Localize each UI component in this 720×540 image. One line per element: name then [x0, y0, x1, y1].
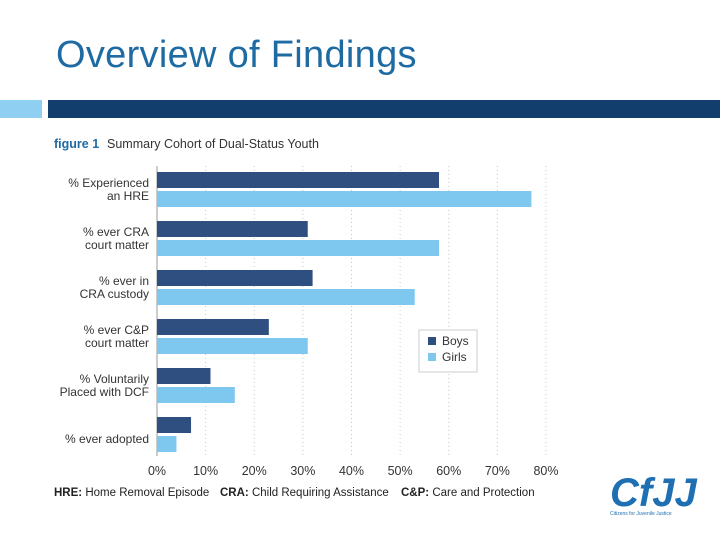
- legend-swatch-boys: [428, 337, 436, 345]
- figure-label: figure 1: [54, 137, 99, 151]
- category-label: court matter: [85, 238, 149, 252]
- footnote: CRA: Child Requiring Assistance: [220, 487, 389, 499]
- footnote: HRE: Home Removal Episode: [54, 487, 209, 499]
- accent-bar-light: [0, 100, 42, 118]
- category-label: court matter: [85, 336, 149, 350]
- x-tick-label: 80%: [533, 464, 558, 478]
- category-label: % Experienced: [68, 176, 149, 190]
- category-label: % ever CRA: [83, 225, 149, 239]
- x-tick-label: 50%: [388, 464, 413, 478]
- x-tick-label: 20%: [242, 464, 267, 478]
- bar-girls-1: [157, 240, 440, 256]
- cfjj-logo: CfJJ: [610, 471, 697, 515]
- legend-label-boys: Boys: [442, 334, 469, 348]
- x-tick-label: 10%: [193, 464, 218, 478]
- x-tick-label: 30%: [290, 464, 315, 478]
- legend-swatch-girls: [428, 353, 436, 361]
- x-tick-label: 60%: [436, 464, 461, 478]
- bar-girls-3: [157, 338, 308, 354]
- bar-girls-0: [157, 191, 532, 207]
- category-label: Placed with DCF: [60, 385, 149, 399]
- category-label: % ever C&P: [84, 323, 149, 337]
- x-tick-label: 70%: [485, 464, 510, 478]
- x-tick-label: 0%: [148, 464, 166, 478]
- page-title: Overview of Findings: [56, 34, 417, 76]
- accent-bar-dark: [48, 100, 720, 118]
- bar-boys-4: [157, 368, 211, 384]
- legend-label-girls: Girls: [442, 350, 467, 364]
- bar-girls-4: [157, 387, 235, 403]
- bar-girls-2: [157, 289, 415, 305]
- x-tick-label: 40%: [339, 464, 364, 478]
- chart-title: Summary Cohort of Dual-Status Youth: [107, 137, 319, 151]
- category-label: an HRE: [107, 189, 149, 203]
- category-label: % Voluntarily: [80, 372, 149, 386]
- logo-wordmark: CfJJ: [610, 471, 697, 515]
- logo-tagline: Citizens for Juvenile Justice: [610, 511, 672, 517]
- bar-boys-2: [157, 270, 313, 286]
- bar-boys-1: [157, 221, 308, 237]
- bar-boys-3: [157, 319, 269, 335]
- bar-girls-5: [157, 436, 177, 452]
- category-label: % ever adopted: [65, 432, 149, 446]
- bar-boys-0: [157, 172, 440, 188]
- footnote: C&P: Care and Protection: [401, 487, 535, 499]
- category-label: % ever in: [99, 274, 149, 288]
- bar-boys-5: [157, 417, 192, 433]
- category-label: CRA custody: [80, 287, 149, 301]
